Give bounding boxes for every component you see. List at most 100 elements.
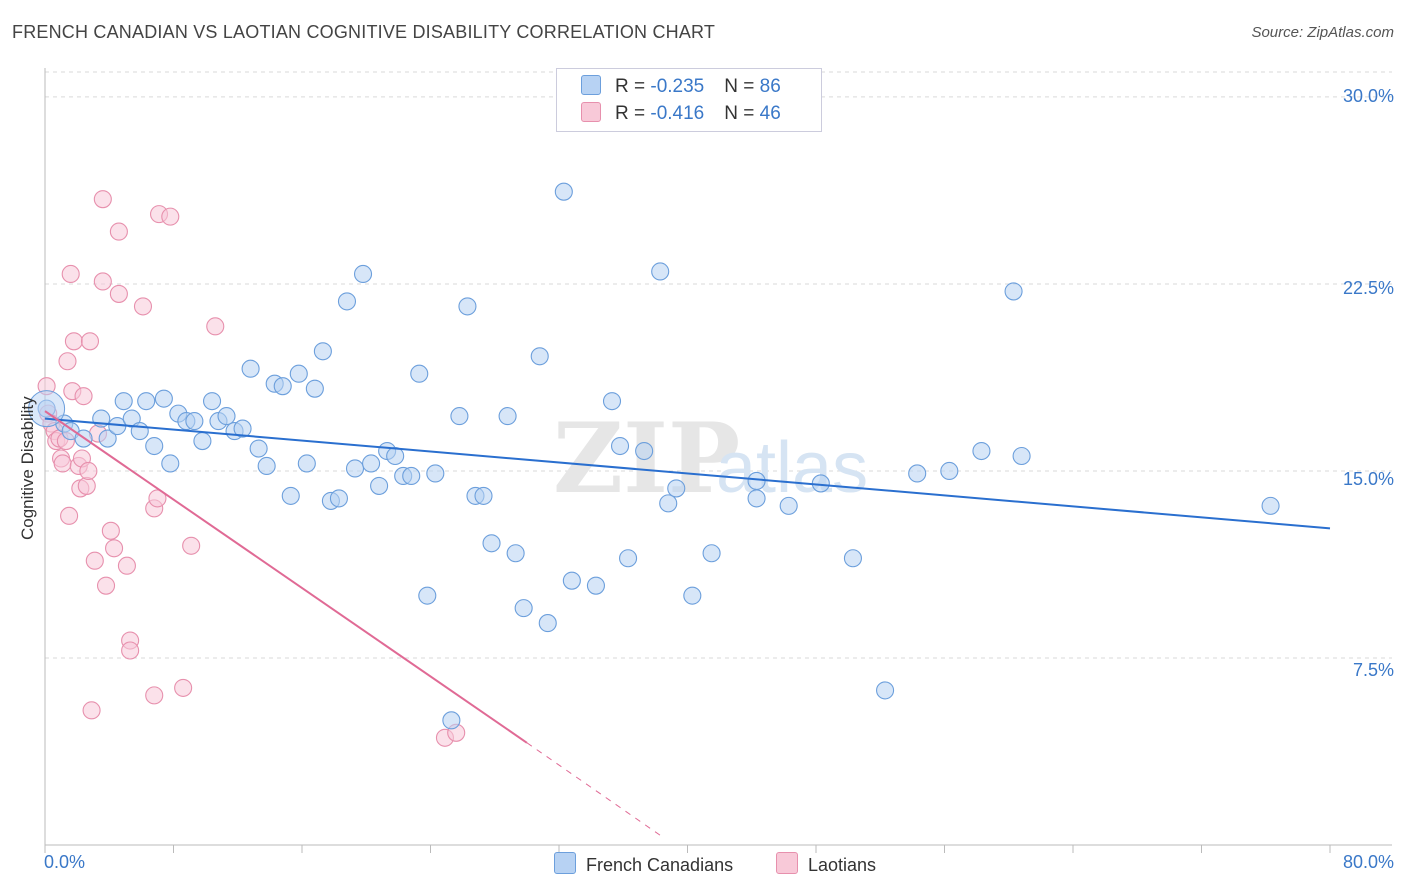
french-canadians-point xyxy=(249,439,268,458)
laotians-point xyxy=(74,387,93,406)
french-canadians-point xyxy=(530,347,549,366)
french-canadians-point xyxy=(1261,496,1280,515)
french-canadians-point xyxy=(442,711,461,730)
french-canadians-point xyxy=(418,586,437,605)
french-canadians-point xyxy=(313,342,332,361)
stats-legend-box: R = -0.235 N = 86 R = -0.416 N = 46 xyxy=(556,68,822,132)
french-canadians-point xyxy=(362,454,381,473)
french-canadians-point xyxy=(972,441,991,461)
french-canadians-point xyxy=(257,456,276,476)
laotians-point xyxy=(93,272,112,291)
french-canadians-point xyxy=(554,182,573,201)
french-canadians-point xyxy=(538,614,557,633)
laotians-point xyxy=(182,536,201,555)
french-canadians-point xyxy=(610,436,630,456)
blue-swatch-icon xyxy=(581,75,601,95)
french-canadians-point xyxy=(337,292,357,311)
french-canadians-point xyxy=(297,454,316,473)
laotians-point xyxy=(161,207,180,226)
french-canadians-point xyxy=(402,466,421,486)
french-canadians-point xyxy=(241,359,260,378)
french-canadians-point xyxy=(940,461,959,481)
french-canadians-point xyxy=(353,264,373,284)
french-canadians-point xyxy=(876,681,895,700)
watermark: ZIP atlas xyxy=(553,402,868,515)
laotians-point xyxy=(109,222,128,241)
french-canadians-point xyxy=(474,486,493,505)
y-tick-label-15: 15.0% xyxy=(1342,469,1394,489)
french-canadians-point xyxy=(450,407,469,426)
french-canadians-point xyxy=(203,392,222,411)
laotians-point xyxy=(105,539,124,558)
french-canadians-point xyxy=(498,407,517,426)
laotians-point xyxy=(145,686,164,705)
stats-row-french-canadians: R = -0.235 N = 86 xyxy=(581,75,781,101)
french-canadians-point xyxy=(562,571,581,590)
french-canadians-point xyxy=(185,412,204,431)
french-canadians-point xyxy=(386,446,405,466)
french-canadians-point xyxy=(130,422,149,441)
legend-label: French Canadians xyxy=(586,855,734,875)
r-value: -0.235 xyxy=(650,76,705,97)
laotians-point xyxy=(58,352,77,371)
r-value: -0.416 xyxy=(650,103,705,124)
legend-item-laotians[interactable]: Laotians xyxy=(776,852,876,876)
french-canadians-point xyxy=(370,476,389,495)
legend-item-french-canadians[interactable]: French Canadians xyxy=(554,852,733,876)
y-tick-label-7-5: 7.5% xyxy=(1352,660,1394,680)
laotians-point xyxy=(79,461,98,481)
french-canadians-point xyxy=(635,441,654,461)
french-canadians-point xyxy=(217,407,236,426)
laotians-point xyxy=(93,190,112,209)
french-canadians-point xyxy=(289,364,308,383)
french-canadians-point xyxy=(702,544,721,563)
trend-lines xyxy=(44,410,1331,838)
pink-swatch-icon xyxy=(776,852,798,874)
french-canadians-point xyxy=(305,379,324,398)
y-axis-label: Cognitive Disability xyxy=(18,396,37,540)
laotians-point xyxy=(133,297,153,316)
axes xyxy=(44,68,1392,853)
french-canadians-point xyxy=(843,549,862,568)
pink-swatch-icon xyxy=(581,102,601,122)
y-tick-label-22-5: 22.5% xyxy=(1342,278,1394,298)
french-canadians-point xyxy=(619,549,638,568)
french-canadians-point xyxy=(747,471,766,490)
blue-swatch-icon xyxy=(554,852,576,874)
french-canadians-point xyxy=(426,464,445,483)
laotians-point xyxy=(117,556,136,575)
french-canadians-point xyxy=(329,489,348,508)
laotians-point xyxy=(121,641,140,660)
laotians-point xyxy=(77,476,96,495)
french-canadians-point xyxy=(145,436,164,456)
n-value: 86 xyxy=(759,76,781,97)
french-canadians-point xyxy=(683,586,702,605)
y-tick-label-30: 30.0% xyxy=(1342,86,1394,106)
french-canadians-point xyxy=(1004,282,1023,301)
french-canadians-trend-line xyxy=(44,417,1331,530)
french-canadians-point xyxy=(458,297,477,316)
r-label: R = xyxy=(615,76,651,97)
laotians-point xyxy=(61,264,80,284)
french-canadians-point xyxy=(233,419,252,438)
x-tick-label-min: 0.0% xyxy=(44,852,86,872)
french-canadians-point xyxy=(273,377,292,396)
laotians-point xyxy=(174,678,193,697)
laotians-point xyxy=(82,701,101,720)
laotians-trend-line xyxy=(44,410,528,744)
french-canadians-point xyxy=(154,389,173,408)
chart-title: FRENCH CANADIAN VS LAOTIAN COGNITIVE DIS… xyxy=(12,22,716,42)
laotians-point xyxy=(80,332,100,351)
french-canadians-point xyxy=(506,544,525,563)
watermark-atlas: atlas xyxy=(716,428,868,508)
laotians-point xyxy=(60,506,79,525)
french-canadians-point xyxy=(114,392,133,411)
french-canadians-point xyxy=(410,364,429,383)
n-label: N = xyxy=(724,103,760,124)
french-canadians-point xyxy=(137,392,156,411)
laotians-point xyxy=(148,489,167,508)
laotians-point xyxy=(206,317,225,336)
french-canadians-point xyxy=(98,429,117,448)
stats-row-laotians: R = -0.416 N = 46 xyxy=(581,102,781,128)
